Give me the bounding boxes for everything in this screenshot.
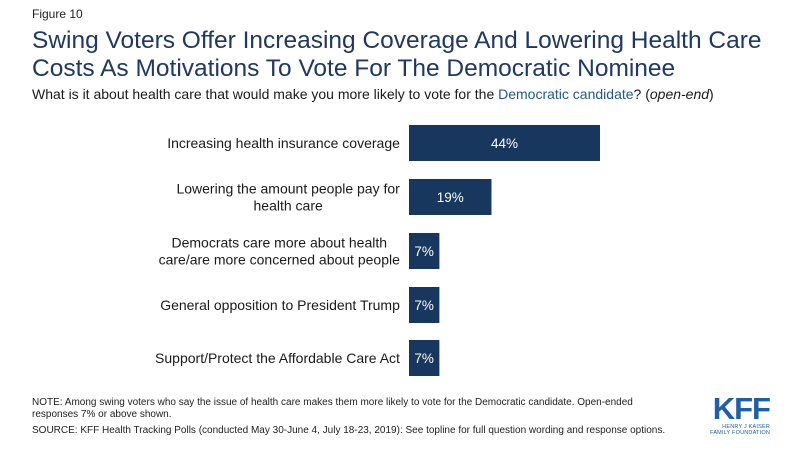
chart-note: NOTE: Among swing voters who say the iss… [32, 397, 633, 420]
chart-source: SOURCE: KFF Health Tracking Polls (condu… [32, 425, 666, 436]
question-suffix: ) [709, 86, 714, 102]
question-prefix: What is it about health care that would … [32, 86, 499, 102]
category-label-1: Increasing health insurance coverage [167, 135, 400, 151]
bar-3 [409, 233, 440, 269]
bar-value-label-1: 44% [491, 136, 518, 151]
bar-value-label-5: 7% [414, 351, 434, 366]
bar-value-label-3: 7% [414, 244, 434, 259]
logo-wordmark: KFF [712, 391, 771, 426]
logo-subline-2: FAMILY FOUNDATION [710, 430, 770, 436]
bar-1 [409, 125, 600, 161]
category-label-5: Support/Protect the Affordable Care Act [155, 350, 400, 366]
bar-5 [409, 340, 440, 376]
question-accent: Democratic candidate [498, 86, 634, 102]
question-middle: ? ( [633, 86, 650, 102]
category-label-3: Democrats care more about health care/are… [159, 235, 400, 268]
bar-value-label-4: 7% [414, 298, 434, 313]
kff-logo: KFF HENRY J KAISER FAMILY FOUNDATION [690, 391, 771, 440]
bar-2 [409, 179, 492, 215]
bar-4 [409, 287, 440, 323]
survey-question: What is it about health care that would … [32, 85, 772, 103]
figure-label: Figure 10 [32, 7, 83, 21]
chart-title: Swing Voters Offer Increasing Coverage A… [32, 27, 762, 82]
logo-subline-1: HENRY J KAISER [722, 424, 770, 430]
question-italic: open-end [649, 86, 710, 102]
bar-value-label-2: 19% [437, 190, 464, 205]
category-label-2: Lowering the amount people pay for health… [176, 181, 400, 214]
category-label-4: General opposition to President Trump [160, 297, 400, 313]
